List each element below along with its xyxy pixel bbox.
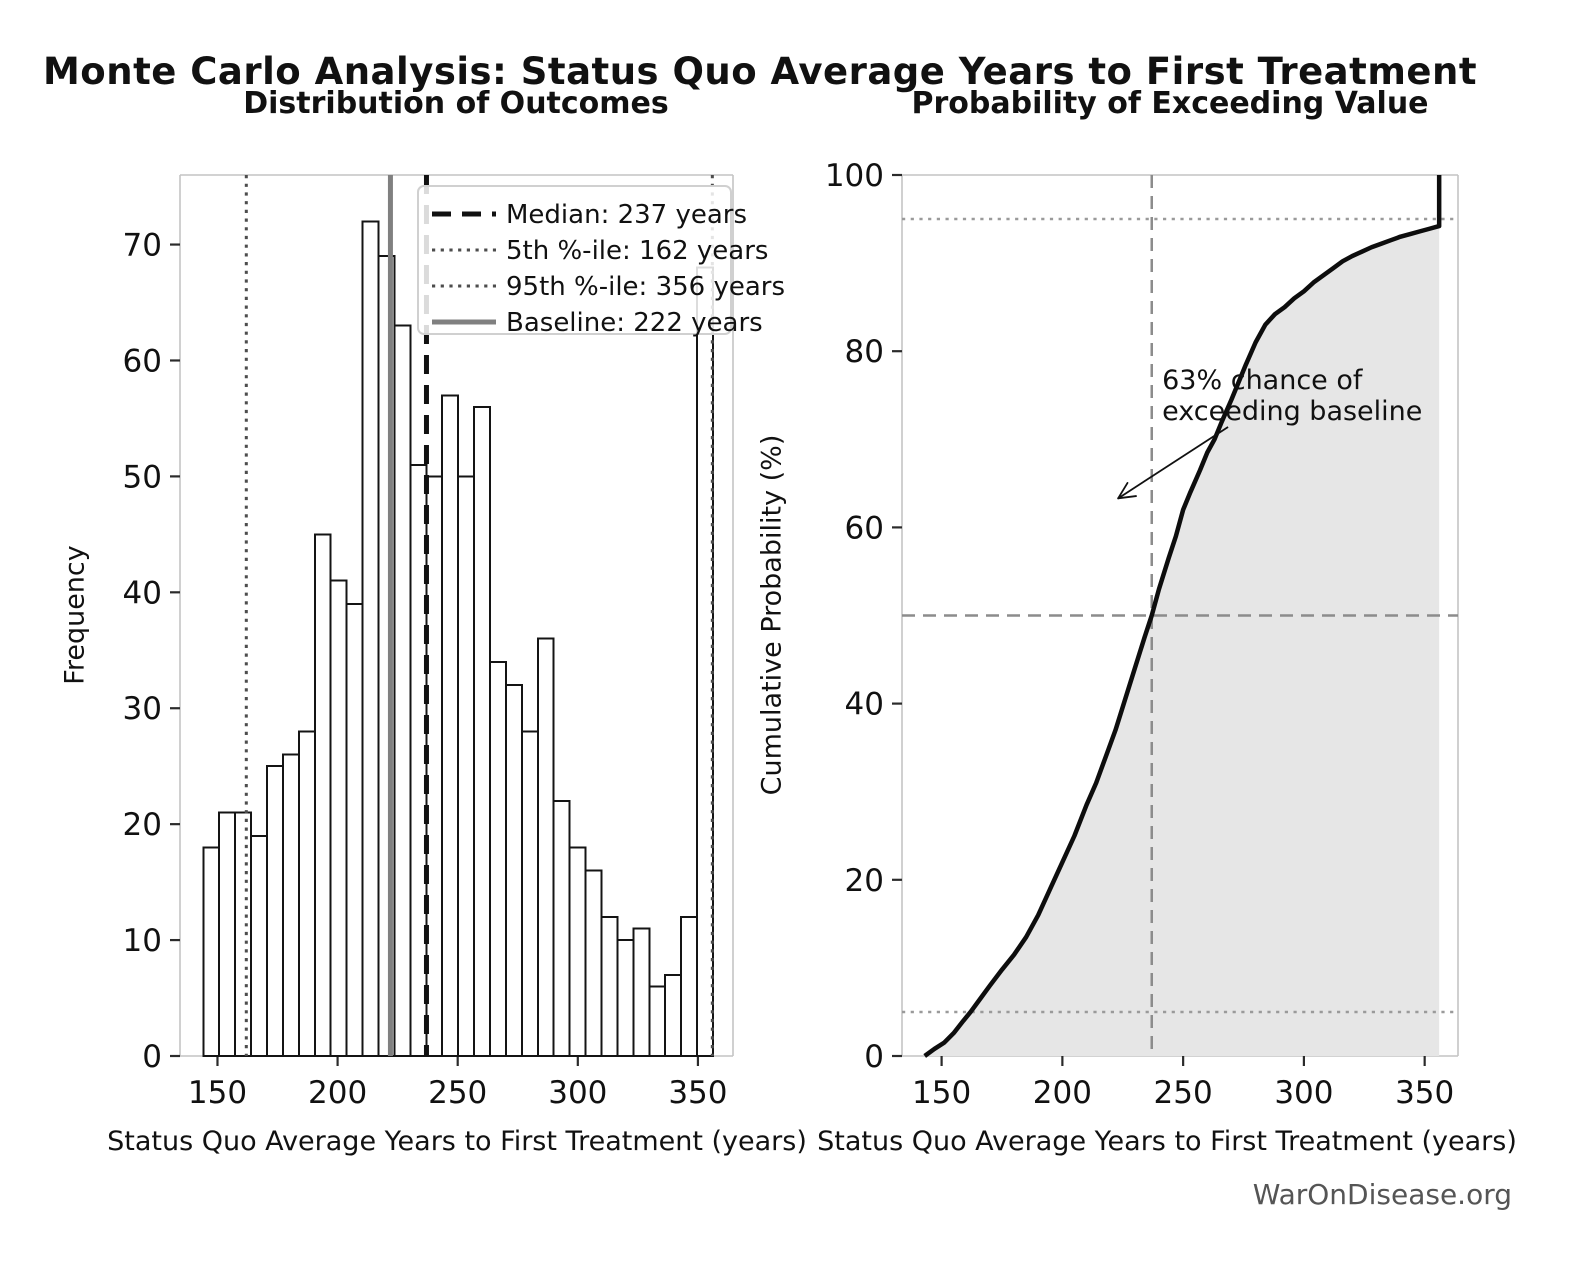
- histogram-bar: [520, 730, 539, 1058]
- histogram-bar: [218, 811, 237, 1057]
- annotation-text-line2: exceeding baseline: [1162, 396, 1422, 427]
- legend-label-baseline: Baseline: 222 years: [506, 308, 763, 338]
- hist-y-tick-label: 20: [123, 807, 162, 843]
- histogram-bar: [313, 533, 332, 1057]
- cdf-y-tick-label: 40: [845, 687, 884, 723]
- histogram-bar: [457, 475, 476, 1058]
- figure-title: Monte Carlo Analysis: Status Quo Average…: [42, 50, 1478, 93]
- histogram-bar: [345, 602, 364, 1057]
- histogram-bar: [297, 730, 316, 1058]
- histogram-bar: [536, 637, 555, 1057]
- histogram-bar: [680, 915, 699, 1057]
- cdf-x-tick-label: 250: [1154, 1075, 1213, 1111]
- histogram-bar: [696, 266, 714, 1058]
- hist-y-tick-label: 0: [142, 1039, 162, 1075]
- right-subplot-title: Probability of Exceeding Value: [911, 86, 1429, 121]
- hist-y-tick-label: 40: [123, 575, 162, 611]
- histogram-bar: [616, 939, 635, 1057]
- histogram-bar: [329, 579, 348, 1057]
- histogram-bar: [473, 405, 491, 1057]
- cdf-y-tick-label: 0: [864, 1039, 884, 1075]
- cdf-x-tick-label: 200: [1033, 1075, 1092, 1111]
- histogram-bar: [393, 324, 412, 1057]
- histogram-bar: [266, 765, 284, 1058]
- right-y-axis-label: Cumulative Probability (%): [756, 434, 788, 796]
- right-x-axis-label: Status Quo Average Years to First Treatm…: [817, 1126, 1517, 1157]
- legend-label-p5: 5th %-ile: 162 years: [506, 236, 768, 266]
- annotation-arrow-head: [1117, 482, 1129, 500]
- annotation-text-line1: 63% chance of: [1162, 365, 1364, 396]
- left-x-axis-label: Status Quo Average Years to First Treatm…: [107, 1126, 807, 1157]
- histogram-bar: [600, 915, 619, 1057]
- cdf-y-tick-label: 20: [845, 863, 884, 899]
- cdf-y-tick-label: 60: [845, 510, 884, 546]
- histogram-bar: [361, 220, 380, 1058]
- histogram-bar: [409, 463, 428, 1058]
- watermark-text: WarOnDisease.org: [1252, 1178, 1512, 1211]
- hist-x-tick-label: 150: [188, 1075, 247, 1111]
- cdf-x-tick-label: 300: [1274, 1075, 1333, 1111]
- cdf-curve: [923, 175, 1442, 1058]
- cdf-x-tick-label: 350: [1395, 1075, 1454, 1111]
- histogram-bar: [568, 846, 587, 1057]
- histogram-bar: [250, 834, 269, 1057]
- histogram-bar: [488, 660, 507, 1057]
- histogram-bar: [664, 973, 683, 1058]
- histogram-bar: [234, 811, 253, 1057]
- left-y-axis-label: Frequency: [59, 545, 91, 685]
- hist-y-tick-label: 50: [123, 459, 162, 495]
- legend-label-median: Median: 237 years: [506, 200, 747, 230]
- cdf-x-tick-label: 150: [912, 1075, 971, 1111]
- histogram-bar: [281, 753, 300, 1058]
- histogram-bar: [584, 869, 603, 1057]
- hist-y-tick-label: 60: [123, 343, 162, 379]
- hist-x-tick-label: 300: [548, 1075, 607, 1111]
- histogram-bar: [648, 985, 667, 1058]
- cdf-area: [924, 226, 1440, 1056]
- legend-box: [417, 185, 732, 335]
- histogram-bar: [441, 394, 460, 1057]
- hist-y-tick-label: 70: [123, 228, 162, 264]
- histogram-bar: [552, 799, 571, 1058]
- annotation-arrow-shaft: [1117, 426, 1229, 500]
- hist-x-tick-label: 350: [668, 1075, 727, 1111]
- left-subplot-title: Distribution of Outcomes: [243, 86, 669, 121]
- hist-y-tick-label: 30: [123, 691, 162, 727]
- hist-x-tick-label: 250: [428, 1075, 487, 1111]
- cdf-y-tick-label: 80: [845, 334, 884, 370]
- annotation-arrow-head: [1117, 495, 1137, 500]
- histogram-bar: [632, 927, 651, 1057]
- legend-label-p95: 95th %-ile: 356 years: [506, 272, 785, 302]
- hist-x-tick-label: 200: [308, 1075, 367, 1111]
- hist-y-tick-label: 10: [123, 923, 162, 959]
- cdf-y-tick-label: 100: [825, 158, 884, 194]
- histogram-bar: [202, 846, 221, 1057]
- histogram-bar: [504, 684, 523, 1057]
